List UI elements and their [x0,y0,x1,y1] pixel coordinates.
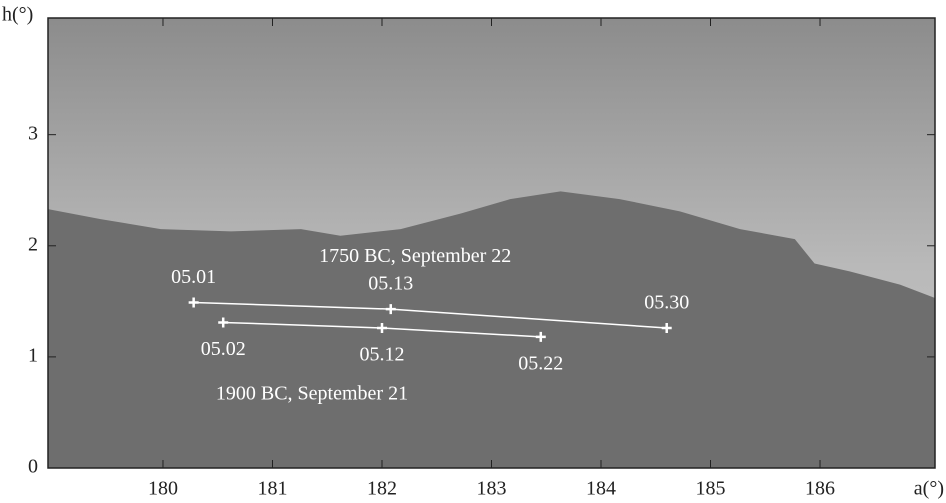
y-axis-label: h(°) [2,4,33,26]
y-tick-label: 0 [28,456,38,478]
chart: h(°) a(°) 180 181 182 183 184 185 186 0 1 2 3 05.01… [0,0,946,503]
point-label: 05.22 [518,352,563,374]
x-tick-label: 185 [696,478,726,500]
x-tick-label: 186 [805,478,835,500]
x-tick-label: 184 [586,478,616,500]
y-tick-label: 3 [28,122,38,144]
point-label: 05.13 [368,273,413,295]
x-tick-label: 183 [477,478,507,500]
x-axis-label: a(°) [914,478,944,500]
series-name: 1750 BC, September 22 [319,245,511,267]
point-label: 05.01 [171,266,216,288]
series-name: 1900 BC, September 21 [216,382,408,404]
x-tick-label: 180 [148,478,178,500]
point-label: 05.12 [359,344,404,366]
y-tick-label: 2 [28,233,38,255]
x-tick-label: 182 [367,478,397,500]
point-label: 05.30 [644,292,689,314]
x-tick-label: 181 [257,478,287,500]
y-tick-label: 1 [28,344,38,366]
point-label: 05.02 [201,338,246,360]
